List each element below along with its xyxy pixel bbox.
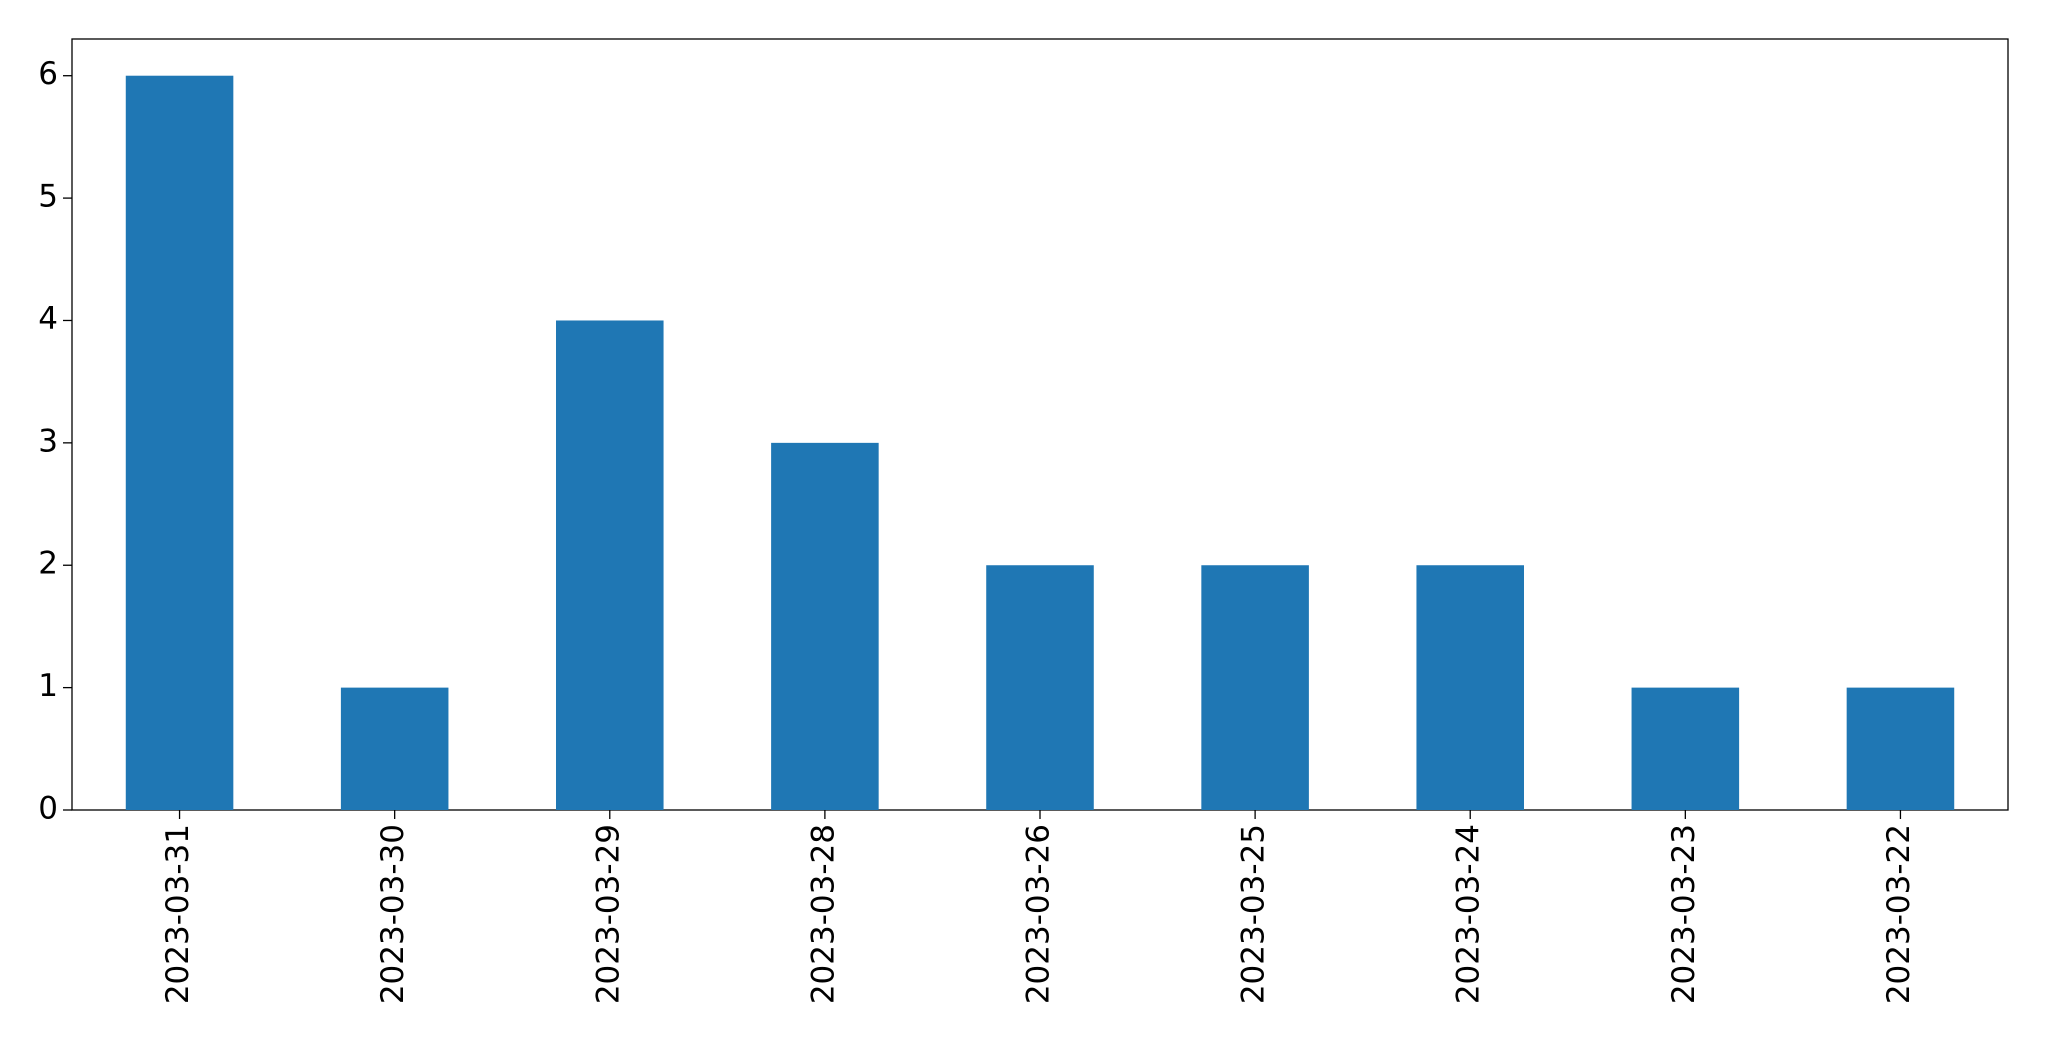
x-tick-label: 2023-03-31	[160, 824, 196, 1004]
bar	[125, 75, 234, 810]
bar	[771, 442, 879, 810]
bar	[986, 565, 1094, 810]
y-tick-label: 1	[38, 668, 58, 704]
bar	[1846, 687, 1955, 810]
x-tick-label: 2023-03-26	[1021, 824, 1057, 1004]
x-tick-label: 2023-03-25	[1236, 824, 1272, 1004]
x-tick-label: 2023-03-22	[1881, 824, 1917, 1004]
y-tick-label: 5	[38, 179, 58, 215]
bar	[556, 320, 664, 810]
y-tick-label: 4	[38, 301, 58, 337]
x-tick-label: 2023-03-23	[1666, 824, 1702, 1004]
y-tick-label: 3	[38, 423, 58, 459]
bar	[340, 687, 449, 810]
bar	[1201, 565, 1309, 810]
y-tick-label: 6	[38, 56, 58, 92]
x-tick-label: 2023-03-28	[805, 824, 841, 1004]
bar	[1631, 687, 1740, 810]
x-tick-label: 2023-03-29	[590, 824, 626, 1004]
x-tick-label: 2023-03-30	[375, 824, 411, 1004]
bar	[1416, 565, 1524, 810]
x-tick-label: 2023-03-24	[1451, 824, 1487, 1004]
y-tick-label: 2	[38, 546, 58, 582]
y-tick-label: 0	[38, 791, 58, 827]
